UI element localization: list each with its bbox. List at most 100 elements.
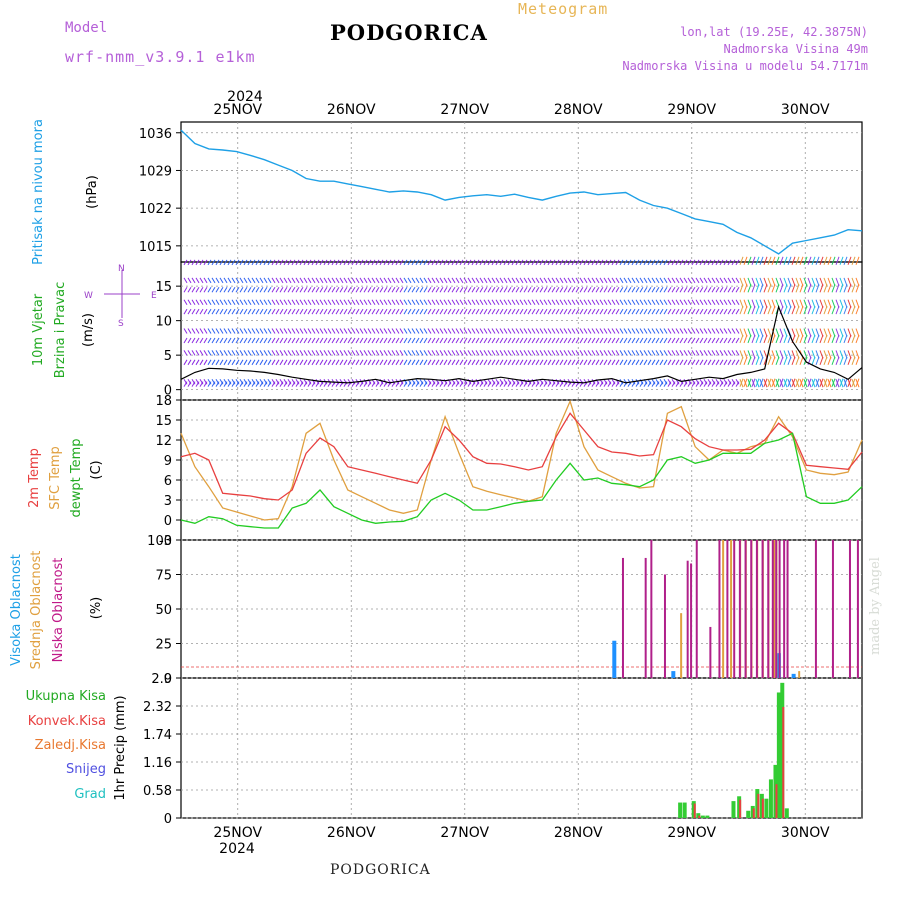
wind-barb (535, 328, 540, 334)
wind-barb (675, 337, 680, 344)
wind-barb (207, 337, 212, 344)
wind-barb (727, 378, 732, 385)
wind-barb (511, 328, 516, 334)
wind-barb (723, 359, 728, 366)
wind-barb (199, 350, 204, 356)
wind-barb (443, 350, 448, 356)
wind-barb (675, 328, 680, 334)
wind-barb (255, 259, 260, 266)
wind-barb (683, 350, 688, 356)
y-tick-label: 6 (164, 474, 172, 489)
wind-barb (263, 277, 268, 284)
wind-barb (499, 328, 504, 334)
wind-barb (475, 277, 480, 284)
wind-barb (483, 350, 488, 356)
wind-barb (347, 277, 352, 284)
wind-barb (311, 328, 316, 334)
wind-barb (391, 337, 396, 344)
bottom-year-label: 2024 (219, 841, 255, 857)
wind-barb (663, 337, 668, 344)
wind-barb (339, 337, 344, 344)
wind-barb (639, 350, 644, 356)
wind-barb (651, 359, 656, 366)
wind-barb (483, 277, 488, 284)
wind-barb (739, 379, 744, 388)
y-tick-label: 15 (155, 414, 172, 429)
top-day-label: 27NOV (440, 102, 489, 118)
wind-barb (443, 259, 448, 266)
wind-barb (407, 259, 412, 266)
wind-barb (271, 378, 276, 385)
wind-barb (207, 259, 212, 266)
wind-barb (699, 378, 704, 385)
wind-barb (595, 359, 600, 366)
wind-barb (215, 277, 220, 284)
wind-barb (291, 299, 296, 305)
wind-barb (267, 259, 272, 266)
wind-barb (539, 287, 544, 293)
wind-barb (567, 328, 572, 334)
wind-barb (335, 299, 340, 305)
compass-east: E (151, 291, 157, 301)
wind-barb (195, 350, 200, 356)
wind-barb (375, 287, 380, 293)
wind-barb (459, 359, 464, 366)
wind-barb (659, 299, 664, 305)
wind-barb (367, 299, 372, 305)
wind-barb (187, 328, 192, 334)
wind-barb (467, 287, 472, 293)
wind-barb (371, 287, 376, 293)
wind-barb (515, 277, 520, 284)
wind-barb (535, 259, 540, 266)
wind-ylabel-2: Brzina i Pravac (53, 282, 68, 379)
top-day-label: 30NOV (781, 102, 830, 118)
wind-barb (539, 350, 544, 356)
wind-barb (419, 337, 424, 344)
model-name: wrf-nmm_v3.9.1 e1km (65, 48, 256, 66)
wind-barb (807, 256, 812, 266)
wind-barb (203, 359, 208, 366)
wind-barb (495, 378, 500, 385)
wind-barb (435, 287, 440, 293)
wind-barb (331, 287, 336, 293)
wind-barb (195, 308, 200, 315)
wind-barb (363, 259, 368, 266)
wind-barb (275, 277, 280, 284)
wind-barb (635, 350, 640, 356)
wind-barb (631, 308, 636, 315)
wind-barb (655, 337, 660, 344)
wind-barb (651, 299, 656, 305)
wind-barb (259, 337, 264, 344)
wind-barb (415, 378, 420, 385)
wind-barb (283, 378, 288, 385)
wind-barb (459, 337, 464, 344)
wind-barb (835, 277, 840, 287)
wind-barb (259, 308, 264, 315)
wind-barb (587, 350, 592, 356)
wind-barb (219, 287, 224, 293)
wind-barb (575, 359, 580, 366)
wind-barb (259, 350, 264, 356)
wind-barb (439, 359, 444, 366)
wind-barb (715, 350, 720, 356)
wind-barb (487, 299, 492, 305)
wind-barb (383, 308, 388, 315)
wind-barb (231, 287, 236, 293)
wind-barb (695, 378, 700, 385)
wind-barb (391, 277, 396, 284)
wind-barb (523, 350, 528, 356)
wind-barb (703, 350, 708, 356)
wind-barb (667, 308, 672, 315)
wind-barb (735, 359, 740, 366)
precip-bar (698, 815, 701, 818)
wind-barb (187, 308, 192, 315)
wind-barb (191, 277, 196, 284)
wind-barb (715, 359, 720, 366)
wind-barb (319, 359, 324, 366)
model-elevation-label: Nadmorska Visina u modelu 54.7171m (622, 59, 868, 73)
wind-barb (287, 378, 292, 385)
wind-barb (327, 308, 332, 315)
wind-barb (247, 287, 252, 293)
wind-barb (531, 337, 536, 344)
wind-barb (707, 299, 712, 305)
